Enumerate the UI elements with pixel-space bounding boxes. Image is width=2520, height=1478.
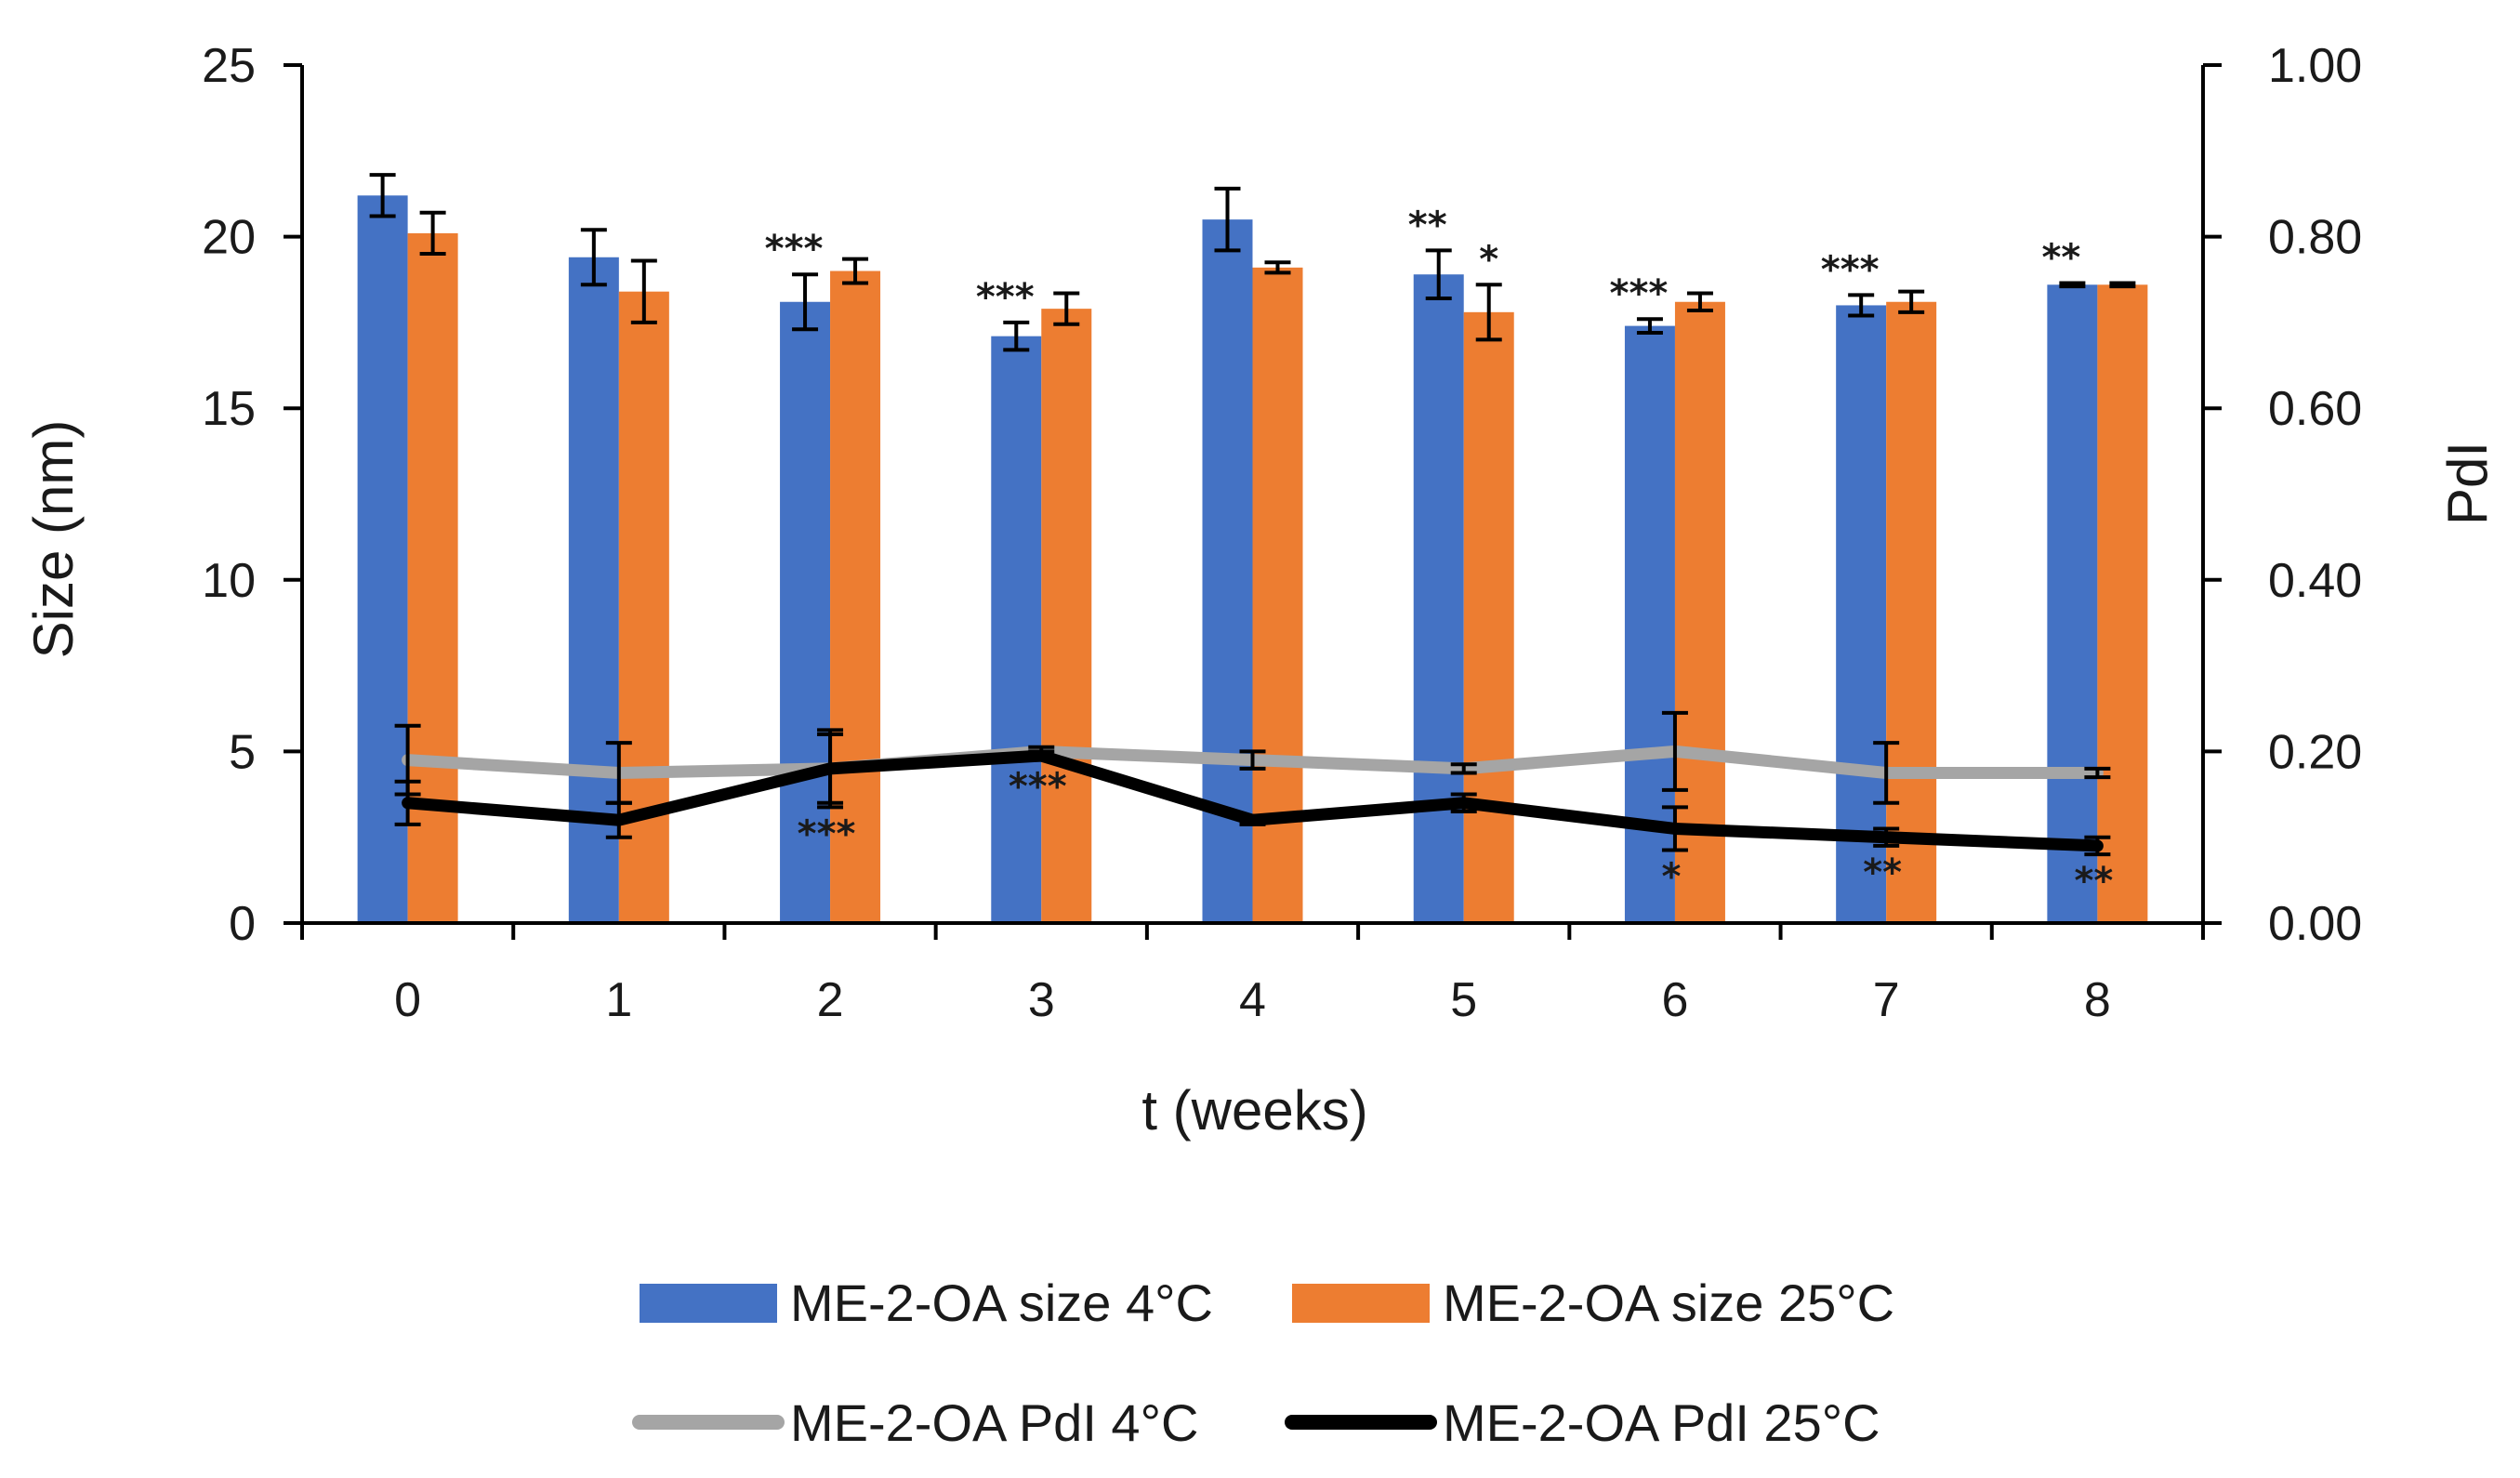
x-axis-title: t (weeks) bbox=[1141, 1079, 1367, 1141]
bar-error-s1-c7 bbox=[1898, 289, 1925, 314]
bar-error-s0-c0 bbox=[369, 173, 396, 218]
line-error-s0-c4 bbox=[1239, 749, 1266, 771]
bar-significance-s0-c2: *** bbox=[765, 228, 824, 271]
bar-error-s0-c2 bbox=[792, 272, 819, 332]
line-significance-s1-c3: *** bbox=[1009, 766, 1067, 809]
line-significance-s1-c2: *** bbox=[798, 812, 856, 855]
bar-s0-c3 bbox=[991, 336, 1042, 924]
bar-s0-c7 bbox=[1836, 305, 1887, 923]
bar-significance-s0-c6: *** bbox=[1610, 272, 1669, 315]
y-tick-label: 5 bbox=[229, 725, 256, 779]
bar-s0-c5 bbox=[1413, 274, 1464, 923]
bar-s0-c8 bbox=[2047, 284, 2098, 924]
bar-s0-c2 bbox=[780, 301, 831, 923]
legend-label-size-25c: ME-2-OA size 25°C bbox=[1443, 1273, 1894, 1332]
bar-s1-c3 bbox=[1041, 309, 1092, 924]
x-tick-label: 0 bbox=[394, 973, 421, 1027]
bar-s1-c1 bbox=[618, 291, 669, 923]
y2-tick-label: 1.00 bbox=[2268, 39, 2362, 93]
bar-error-s0-c8 bbox=[2059, 281, 2086, 289]
bar-significance-s0-c5: ** bbox=[1408, 204, 1447, 246]
legend-label-pdi-25c: ME-2-OA PdI 25°C bbox=[1443, 1393, 1880, 1452]
line-error-s1-c0 bbox=[394, 779, 421, 826]
y2-tick-label: 0.80 bbox=[2268, 211, 2362, 265]
legend-label-pdi-4c: ME-2-OA PdI 4°C bbox=[790, 1393, 1198, 1452]
line-significance-s1-c8: ** bbox=[2074, 860, 2113, 903]
bars-layer: ************** *** bbox=[357, 173, 2148, 924]
bar-significance-s0-c3: *** bbox=[976, 276, 1035, 319]
bar-s0-c0 bbox=[357, 195, 408, 923]
bar-error-s0-c4 bbox=[1214, 186, 1241, 253]
y2-tick-label: 0.20 bbox=[2268, 725, 2362, 779]
x-tick-label: 7 bbox=[1873, 973, 1900, 1027]
x-tick-label: 1 bbox=[605, 973, 632, 1027]
line-significance-s1-c7: ** bbox=[1863, 851, 1902, 894]
bar-error-s1-c4 bbox=[1264, 260, 1291, 275]
line-error-s0-c5 bbox=[1450, 762, 1477, 775]
line-error-s1-c7 bbox=[1873, 826, 1900, 848]
y-axis-title: Size (nm) bbox=[22, 420, 85, 659]
line-error-s0-c8 bbox=[2084, 766, 2111, 780]
line-error-s1-c8 bbox=[2084, 835, 2111, 857]
bar-error-s1-c1 bbox=[630, 258, 657, 324]
y2-tick-label: 0.60 bbox=[2268, 382, 2362, 436]
bar-error-s1-c0 bbox=[419, 210, 446, 257]
x-tick-label: 8 bbox=[2084, 973, 2111, 1027]
line-error-s1-c5 bbox=[1450, 792, 1477, 814]
line-significance-s1-c6: * bbox=[1661, 856, 1681, 899]
y2-axis-title: PdI bbox=[2436, 442, 2499, 525]
bar-error-s0-c5 bbox=[1425, 248, 1452, 301]
line-error-s1-c2 bbox=[817, 728, 844, 810]
legend-label-size-4c: ME-2-OA size 4°C bbox=[790, 1273, 1213, 1332]
axes-layer: 0 5 10 15 20 25 0.00 0.20 0.40 0.60 0.80 1.00 0 1 2 3 4 5… bbox=[202, 39, 2362, 1027]
y-tick-label: 20 bbox=[202, 211, 256, 265]
labels-layer: t (weeks) Size (nm) PdI bbox=[22, 420, 2499, 1141]
bar-significance-s0-c8: ** bbox=[2041, 236, 2080, 279]
x-tick-label: 5 bbox=[1450, 973, 1477, 1027]
line-error-s0-c6 bbox=[1661, 710, 1688, 792]
bar-error-s1-c3 bbox=[1053, 291, 1080, 326]
line-error-s0-c7 bbox=[1873, 741, 1900, 805]
bar-s1-c6 bbox=[1674, 301, 1725, 923]
bar-error-s0-c1 bbox=[580, 228, 607, 287]
line-error-s1-c1 bbox=[605, 800, 632, 839]
bar-s1-c5 bbox=[1463, 311, 1514, 924]
bar-significance-s1-c5: * bbox=[1479, 238, 1498, 281]
bar-error-s1-c6 bbox=[1686, 291, 1713, 312]
line-error-s1-c3 bbox=[1028, 749, 1055, 762]
y-tick-label: 15 bbox=[202, 382, 256, 436]
y2-tick-label: 0.40 bbox=[2268, 554, 2362, 608]
legend: ME-2-OA size 4°C ME-2-OA size 25°C ME-2-… bbox=[632, 1273, 1894, 1452]
y-tick-label: 0 bbox=[229, 897, 256, 951]
bar-s1-c2 bbox=[830, 271, 881, 923]
bar-s1-c8 bbox=[2097, 284, 2148, 924]
bar-error-s0-c3 bbox=[1003, 320, 1030, 352]
bar-s1-c7 bbox=[1886, 301, 1937, 923]
y2-tick-label: 0.00 bbox=[2268, 897, 2362, 951]
x-tick-label: 4 bbox=[1239, 973, 1266, 1027]
bar-error-s1-c2 bbox=[842, 257, 869, 285]
x-tick-label: 6 bbox=[1661, 973, 1688, 1027]
x-tick-label: 2 bbox=[817, 973, 844, 1027]
line-error-s1-c6 bbox=[1661, 805, 1688, 852]
y-tick-label: 10 bbox=[202, 554, 256, 608]
lines-layer: ******* ** ** bbox=[394, 710, 2113, 903]
legend-swatch-size-25c bbox=[1292, 1284, 1430, 1323]
bar-error-s1-c8 bbox=[2109, 281, 2136, 289]
bar-error-s0-c7 bbox=[1848, 293, 1875, 318]
y-tick-label: 25 bbox=[202, 39, 256, 93]
bar-error-s0-c6 bbox=[1636, 317, 1663, 335]
x-tick-label: 3 bbox=[1028, 973, 1055, 1027]
bar-significance-s0-c7: *** bbox=[1821, 248, 1880, 291]
legend-swatch-size-4c bbox=[640, 1284, 777, 1323]
bar-error-s1-c5 bbox=[1475, 283, 1502, 342]
bar-s1-c0 bbox=[407, 232, 458, 923]
line-error-s1-c4 bbox=[1239, 813, 1266, 826]
